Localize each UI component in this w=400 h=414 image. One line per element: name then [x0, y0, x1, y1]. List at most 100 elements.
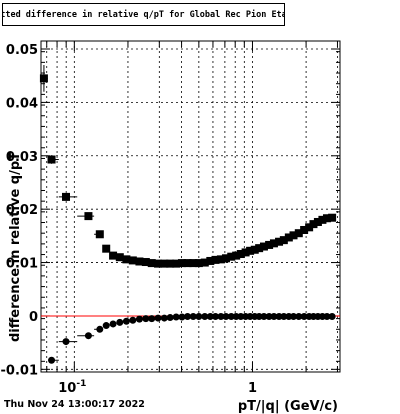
- square-marker: [109, 251, 118, 260]
- square-marker: [309, 220, 318, 229]
- square-marker: [189, 259, 198, 268]
- data-point-circle: [160, 314, 168, 322]
- data-point-circle: [295, 312, 303, 320]
- square-marker: [47, 155, 56, 164]
- data-point-square: [115, 253, 124, 262]
- square-marker: [102, 244, 111, 253]
- y-tick-label: 0.01: [6, 257, 38, 272]
- square-marker: [183, 259, 192, 268]
- circle-marker: [255, 312, 263, 320]
- circle-marker: [48, 356, 56, 364]
- data-point-circle: [148, 315, 156, 323]
- data-point-circle: [77, 332, 95, 340]
- data-point-circle: [102, 322, 110, 330]
- circle-marker: [129, 316, 137, 324]
- data-point-square: [58, 192, 78, 201]
- square-marker: [236, 250, 245, 259]
- y-tick-label: 0.04: [6, 96, 38, 111]
- circle-marker: [195, 312, 203, 320]
- y-tick-label: -0.01: [1, 363, 38, 378]
- square-marker: [95, 230, 104, 239]
- circle-marker: [211, 312, 219, 320]
- square-marker: [141, 258, 150, 267]
- square-marker: [246, 246, 255, 255]
- circle-marker: [154, 314, 162, 322]
- square-marker: [154, 259, 163, 268]
- square-marker: [122, 255, 131, 264]
- square-marker: [265, 240, 274, 249]
- data-point-square: [39, 65, 48, 92]
- square-marker: [232, 251, 241, 260]
- data-point-square: [77, 212, 95, 221]
- circle-marker: [201, 312, 209, 320]
- square-marker: [62, 192, 71, 201]
- data-point-square: [128, 256, 137, 265]
- circle-marker: [135, 315, 143, 323]
- circle-marker: [189, 312, 197, 320]
- square-marker: [313, 217, 322, 226]
- circle-marker: [265, 312, 273, 320]
- circle-marker: [166, 314, 174, 322]
- data-point-circle: [328, 312, 336, 320]
- y-tick-label: 0: [29, 310, 38, 325]
- square-marker: [322, 214, 331, 223]
- square-marker: [284, 233, 293, 242]
- circle-marker: [270, 312, 278, 320]
- square-marker: [289, 231, 298, 240]
- data-point-circle: [48, 356, 59, 364]
- circle-marker: [62, 338, 70, 346]
- square-marker: [250, 245, 259, 254]
- data-point-circle: [201, 312, 209, 320]
- square-marker: [279, 236, 288, 245]
- data-point-circle: [122, 317, 130, 325]
- data-point-circle: [172, 313, 180, 321]
- grid: [41, 41, 340, 372]
- square-marker: [241, 248, 250, 257]
- circle-marker: [148, 315, 156, 323]
- square-marker: [216, 255, 225, 264]
- data-point-square: [47, 155, 59, 164]
- data-point-circle: [154, 314, 162, 322]
- x-tick-label: 1: [248, 381, 257, 396]
- circle-marker: [178, 313, 186, 321]
- data-point-circle: [109, 320, 117, 328]
- data-point-square: [102, 244, 111, 253]
- square-marker: [160, 259, 169, 268]
- x-tick-label: 10-1: [58, 379, 86, 396]
- data-point-square: [166, 259, 175, 268]
- circle-marker: [328, 312, 336, 320]
- y-tick-label: 0.02: [6, 203, 38, 218]
- circle-marker: [184, 312, 192, 320]
- circle-marker: [217, 312, 225, 320]
- data-point-circle: [166, 314, 174, 322]
- circle-marker: [300, 312, 308, 320]
- square-marker: [166, 259, 175, 268]
- square-marker: [221, 254, 230, 263]
- circle-marker: [280, 312, 288, 320]
- data-point-square: [328, 213, 337, 222]
- data-point-square: [135, 257, 144, 266]
- data-point-square: [109, 251, 118, 260]
- square-marker: [211, 255, 220, 264]
- square-marker: [84, 212, 93, 221]
- chart-title: Fitted difference in relative q/pT for G…: [2, 3, 285, 26]
- axis-tick-labels: -0.01 0 0.01 0.02 0.03 0.04 0.05 10-1 1: [1, 43, 257, 396]
- square-marker: [147, 259, 156, 268]
- square-marker: [194, 259, 203, 268]
- circle-marker: [102, 322, 110, 330]
- circle-marker: [323, 312, 331, 320]
- square-marker: [200, 258, 209, 267]
- data-point-circle: [135, 315, 143, 323]
- square-marker: [128, 256, 137, 265]
- circle-marker: [109, 320, 117, 328]
- timestamp: Thu Nov 24 13:00:17 2022: [4, 399, 145, 410]
- circle-marker: [160, 314, 168, 322]
- square-marker: [177, 259, 186, 268]
- square-marker: [255, 244, 264, 253]
- data-point-circle: [142, 315, 150, 323]
- circle-marker: [84, 332, 92, 340]
- circle-marker: [122, 317, 130, 325]
- square-marker: [115, 253, 124, 262]
- square-marker: [328, 213, 337, 222]
